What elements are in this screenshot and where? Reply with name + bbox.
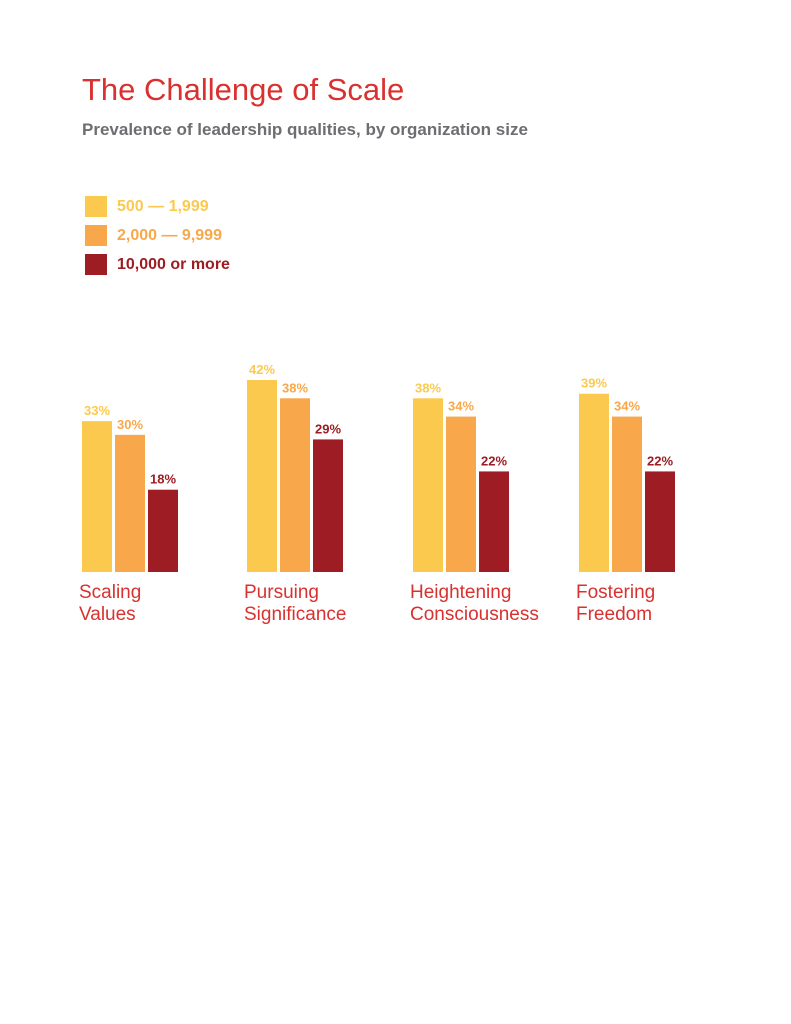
bar-500-1999: [82, 421, 112, 572]
category-label: Pursuing: [244, 582, 319, 603]
legend-swatch-2000-9999: [85, 225, 107, 246]
category-label: Fostering: [576, 582, 655, 603]
bar-10000-plus: [645, 471, 675, 572]
legend: 500 — 1,999 2,000 — 9,999 10,000 or more: [85, 192, 230, 279]
data-label-10000-plus: 22%: [481, 453, 507, 468]
data-label-10000-plus: 29%: [315, 421, 341, 436]
legend-item-500-1999: 500 — 1,999: [85, 192, 230, 221]
data-label-10000-plus: 18%: [150, 472, 176, 487]
legend-label-500-1999: 500 — 1,999: [117, 197, 209, 215]
bar-2000-9999: [612, 416, 642, 572]
category-label: Scaling: [79, 582, 141, 603]
bar-500-1999: [413, 398, 443, 572]
data-label-500-1999: 33%: [84, 403, 110, 418]
bar-500-1999: [247, 380, 277, 572]
category-label: Significance: [244, 604, 346, 625]
bar-2000-9999: [446, 416, 476, 572]
bar-10000-plus: [148, 489, 178, 572]
data-label-2000-9999: 38%: [282, 380, 308, 395]
chart-subtitle: Prevalence of leadership qualities, by o…: [82, 120, 528, 139]
data-label-2000-9999: 34%: [448, 399, 474, 414]
legend-swatch-10000-plus: [85, 254, 107, 275]
chart-title: The Challenge of Scale: [82, 72, 405, 107]
bar-2000-9999: [115, 434, 145, 572]
data-label-500-1999: 39%: [581, 376, 607, 391]
category-label: Values: [79, 604, 136, 625]
category-label: Heightening: [410, 582, 511, 603]
data-label-500-1999: 42%: [249, 362, 275, 377]
legend-item-2000-9999: 2,000 — 9,999: [85, 221, 230, 250]
bar-500-1999: [579, 393, 609, 572]
data-label-10000-plus: 22%: [647, 453, 673, 468]
bar-2000-9999: [280, 398, 310, 572]
legend-item-10000-plus: 10,000 or more: [85, 250, 230, 279]
legend-label-10000-plus: 10,000 or more: [117, 255, 230, 273]
legend-swatch-500-1999: [85, 196, 107, 217]
data-label-500-1999: 38%: [415, 380, 441, 395]
bar-10000-plus: [313, 439, 343, 572]
category-label: Freedom: [576, 604, 652, 625]
data-label-2000-9999: 34%: [614, 399, 640, 414]
category-label: Consciousness: [410, 604, 539, 625]
legend-label-2000-9999: 2,000 — 9,999: [117, 226, 222, 244]
bar-10000-plus: [479, 471, 509, 572]
data-label-2000-9999: 30%: [117, 417, 143, 432]
